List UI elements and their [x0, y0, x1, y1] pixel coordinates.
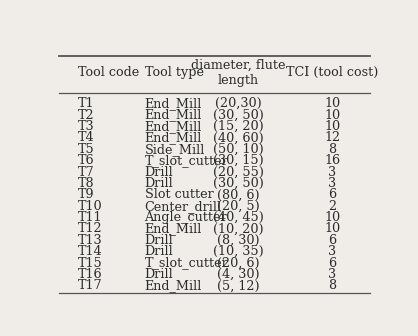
Text: 3: 3: [329, 245, 336, 258]
Text: (15, 20): (15, 20): [213, 120, 264, 133]
Text: T10: T10: [78, 200, 103, 213]
Text: End_Mill: End_Mill: [145, 97, 202, 110]
Text: (30, 50): (30, 50): [213, 109, 264, 122]
Text: Side_Mill: Side_Mill: [145, 143, 205, 156]
Text: (50, 10): (50, 10): [213, 143, 264, 156]
Text: T6: T6: [78, 154, 95, 167]
Text: Tool type: Tool type: [145, 66, 204, 79]
Text: (40, 60): (40, 60): [213, 131, 264, 144]
Text: T12: T12: [78, 222, 103, 236]
Text: (8, 30): (8, 30): [217, 234, 260, 247]
Text: 8: 8: [329, 279, 336, 292]
Text: Drill: Drill: [145, 234, 173, 247]
Text: 3: 3: [329, 177, 336, 190]
Text: diameter, flute
length: diameter, flute length: [191, 59, 286, 87]
Text: 6: 6: [329, 257, 336, 269]
Text: (4, 30): (4, 30): [217, 268, 260, 281]
Text: T_slot_cutter: T_slot_cutter: [145, 154, 228, 167]
Text: End_Mill: End_Mill: [145, 120, 202, 133]
Text: End_Mill: End_Mill: [145, 131, 202, 144]
Text: (30, 50): (30, 50): [213, 177, 264, 190]
Text: Center_drill: Center_drill: [145, 200, 222, 213]
Text: TCI (tool cost): TCI (tool cost): [286, 66, 379, 79]
Text: 2: 2: [329, 200, 336, 213]
Text: (80, 6): (80, 6): [217, 188, 260, 201]
Text: Drill: Drill: [145, 245, 173, 258]
Text: (10, 20): (10, 20): [213, 222, 264, 236]
Text: Angle_cutter: Angle_cutter: [145, 211, 227, 224]
Text: T1: T1: [78, 97, 94, 110]
Text: (20,30): (20,30): [215, 97, 262, 110]
Text: T16: T16: [78, 268, 103, 281]
Text: 3: 3: [329, 268, 336, 281]
Text: 6: 6: [329, 234, 336, 247]
Text: T7: T7: [78, 166, 95, 178]
Text: Drill: Drill: [145, 166, 173, 178]
Text: Drill: Drill: [145, 268, 173, 281]
Text: T5: T5: [78, 143, 95, 156]
Text: End_Mill: End_Mill: [145, 109, 202, 122]
Text: 10: 10: [324, 211, 341, 224]
Text: 16: 16: [324, 154, 341, 167]
Text: T13: T13: [78, 234, 103, 247]
Text: 6: 6: [329, 188, 336, 201]
Text: T9: T9: [78, 188, 95, 201]
Text: End_Mill: End_Mill: [145, 222, 202, 236]
Text: Slot cutter: Slot cutter: [145, 188, 213, 201]
Text: T_slot_cutter: T_slot_cutter: [145, 257, 228, 269]
Text: (5, 12): (5, 12): [217, 279, 260, 292]
Text: End_Mill: End_Mill: [145, 279, 202, 292]
Text: T17: T17: [78, 279, 103, 292]
Text: Tool code: Tool code: [78, 66, 140, 79]
Text: 12: 12: [324, 131, 341, 144]
Text: Drill: Drill: [145, 177, 173, 190]
Text: 10: 10: [324, 222, 341, 236]
Text: 10: 10: [324, 120, 341, 133]
Text: T14: T14: [78, 245, 103, 258]
Text: (30, 15): (30, 15): [213, 154, 264, 167]
Text: T4: T4: [78, 131, 95, 144]
Text: 3: 3: [329, 166, 336, 178]
Text: (40, 45): (40, 45): [213, 211, 264, 224]
Text: 8: 8: [329, 143, 336, 156]
Text: T15: T15: [78, 257, 103, 269]
Text: T11: T11: [78, 211, 103, 224]
Text: (10, 35): (10, 35): [213, 245, 264, 258]
Text: (20, 6): (20, 6): [217, 257, 260, 269]
Text: 10: 10: [324, 109, 341, 122]
Text: T3: T3: [78, 120, 95, 133]
Text: (20, 5): (20, 5): [217, 200, 260, 213]
Text: (20, 55): (20, 55): [213, 166, 264, 178]
Text: T8: T8: [78, 177, 95, 190]
Text: 10: 10: [324, 97, 341, 110]
Text: T2: T2: [78, 109, 95, 122]
